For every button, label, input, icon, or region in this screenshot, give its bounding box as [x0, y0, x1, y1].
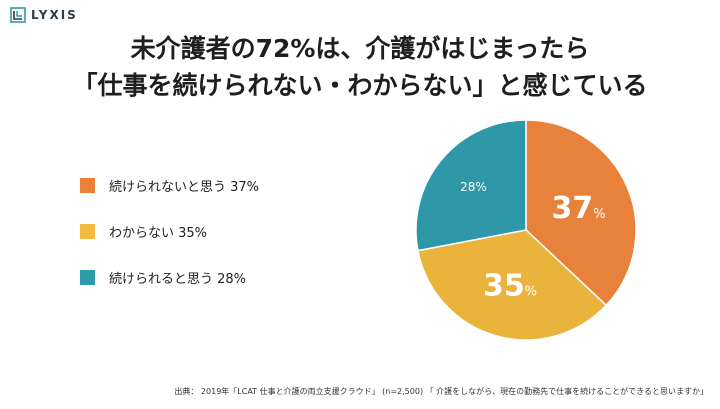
title-line-2: 「仕事を続けられない・わからない」と感じている	[72, 71, 648, 100]
legend-item-cannot-continue: 続けられないと思う 37%	[80, 176, 260, 195]
page-title: 未介護者の72%は、介護がはじまったら 「仕事を続けられない・わからない」と感じ…	[0, 30, 720, 104]
source-footnote: 出典： 2019年「LCAT 仕事と介護の両立支援クラウド」 (n=2,500)…	[174, 387, 708, 396]
legend-label: 続けられると思う 28%	[109, 271, 247, 287]
title-line-1: 未介護者の72%は、介護がはじまったら	[130, 34, 590, 63]
slice-label-cannot-continue: 37%	[551, 191, 605, 226]
legend-swatch	[80, 223, 95, 239]
pie-slice-can-continue	[415, 119, 527, 252]
pie-slice-cannot-continue	[525, 119, 637, 307]
legend-item-can-continue: 続けられると思う 28%	[80, 268, 259, 287]
logo-text: LYXIS	[31, 8, 78, 22]
slice-label-unsure: 35%	[483, 269, 537, 304]
legend-swatch	[80, 269, 95, 285]
brand-logo: LYXIS	[10, 7, 78, 23]
slice-label-can-continue: 28%	[460, 180, 487, 194]
legend-label: わからない 35%	[109, 225, 208, 241]
legend-item-unsure: わからない 35%	[80, 222, 259, 241]
logo-mark-icon	[10, 7, 26, 23]
pie-slice-unsure	[417, 229, 608, 341]
chart-legend: 続けられないと思う 37% わからない 35% 続けられると思う 28%	[80, 176, 259, 314]
legend-swatch	[80, 177, 95, 193]
legend-label: 続けられないと思う 37%	[109, 179, 260, 195]
